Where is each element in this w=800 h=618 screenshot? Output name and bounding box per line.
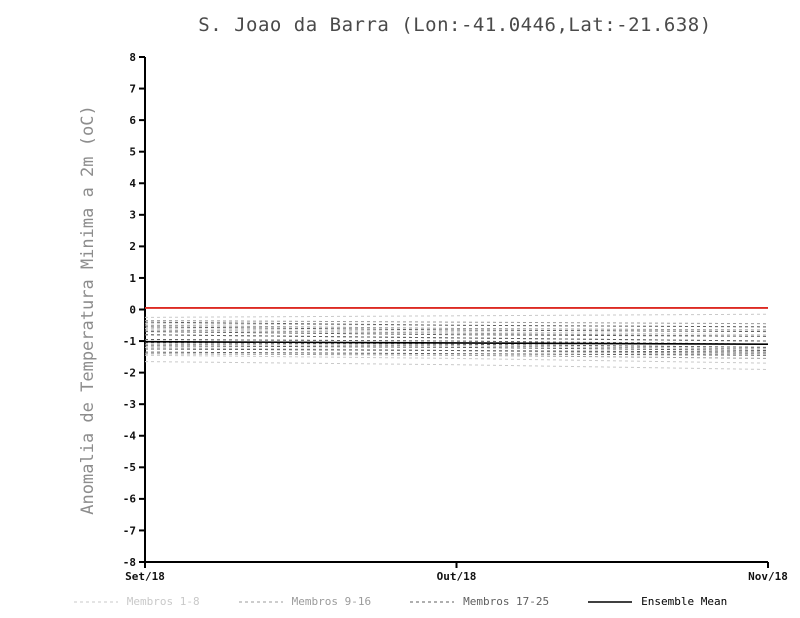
- legend-label: Membros 17-25: [463, 595, 550, 608]
- legend-swatch-dashed-light: [73, 601, 118, 602]
- svg-text:Set/18: Set/18: [125, 570, 165, 583]
- legend-swatch-dashed-medium: [238, 601, 283, 602]
- chart-title: S. Joao da Barra (Lon:-41.0446,Lat:-21.6…: [198, 14, 712, 36]
- svg-text:-2: -2: [123, 366, 136, 379]
- svg-text:0: 0: [129, 303, 136, 316]
- svg-text:-1: -1: [123, 335, 137, 348]
- legend-item-ensemble-mean: Ensemble Mean: [587, 595, 727, 608]
- svg-text:6: 6: [129, 114, 136, 127]
- legend-label: Ensemble Mean: [641, 595, 728, 608]
- svg-text:-6: -6: [123, 493, 137, 506]
- svg-text:7: 7: [129, 82, 136, 95]
- svg-text:2: 2: [129, 240, 136, 253]
- svg-text:1: 1: [129, 272, 136, 285]
- legend-item-membros-9-16: Membros 9-16: [238, 595, 371, 608]
- svg-text:-3: -3: [123, 398, 136, 411]
- legend-label: Membros 9-16: [291, 595, 372, 608]
- chart-legend: Membros 1-8 Membros 9-16 Membros 17-25 E…: [0, 595, 800, 608]
- svg-text:-8: -8: [123, 556, 136, 569]
- legend-item-membros-17-25: Membros 17-25: [409, 595, 549, 608]
- svg-text:-5: -5: [123, 461, 136, 474]
- svg-text:8: 8: [129, 51, 136, 64]
- svg-text:5: 5: [129, 146, 136, 159]
- svg-text:-7: -7: [123, 524, 136, 537]
- legend-label: Membros 1-8: [126, 595, 200, 608]
- svg-text:-4: -4: [123, 430, 137, 443]
- legend-swatch-dashed-dark: [410, 601, 455, 602]
- svg-text:3: 3: [129, 209, 136, 222]
- svg-text:4: 4: [129, 177, 136, 190]
- legend-item-membros-1-8: Membros 1-8: [73, 595, 200, 608]
- svg-text:Out/18: Out/18: [437, 570, 477, 583]
- svg-text:Nov/18: Nov/18: [748, 570, 788, 583]
- legend-swatch-solid-black: [588, 600, 633, 603]
